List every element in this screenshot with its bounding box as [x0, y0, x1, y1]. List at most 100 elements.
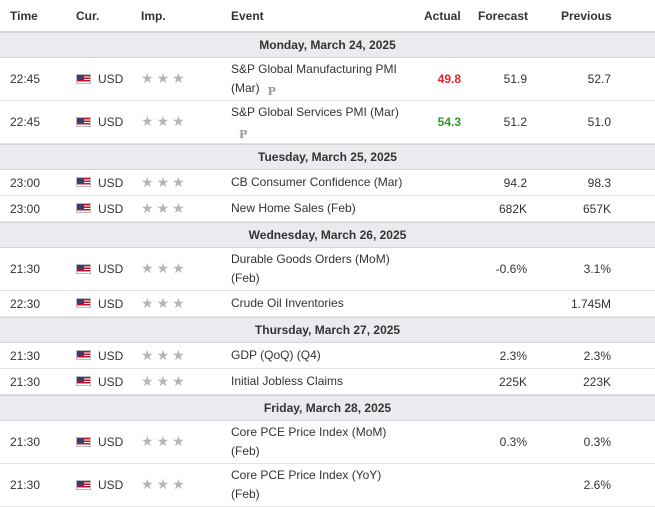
event-row[interactable]: 23:00 USD ★ ★ ★ New Home Sales (Feb) 682K 657K — [0, 196, 655, 222]
event-row[interactable]: 21:30 USD ★ ★ ★ Durable Goods Orders (MoM) (Fe… — [0, 248, 655, 291]
day-header: Tuesday, March 25, 2025 — [0, 144, 655, 170]
previous-value: 657K — [582, 202, 611, 216]
event-title[interactable]: GDP (QoQ) (Q4) — [231, 346, 321, 365]
star-icon: ★ — [156, 295, 170, 311]
star-icon: ★ — [156, 113, 170, 129]
event-currency: USD — [98, 115, 124, 129]
event-currency: USD — [98, 72, 124, 86]
event-period: (Feb) — [231, 271, 260, 285]
star-icon: ★ — [172, 295, 185, 311]
star-icon: ★ — [156, 174, 170, 190]
forecast-value: 0.3% — [499, 435, 527, 449]
event-title[interactable]: Initial Jobless Claims — [231, 372, 343, 391]
event-title[interactable]: Durable Goods Orders (MoM) (Feb) — [231, 250, 411, 288]
event-name: Durable Goods Orders (MoM) — [231, 252, 390, 266]
event-title[interactable]: CB Consumer Confidence (Mar) — [231, 173, 402, 192]
us-flag-icon — [76, 480, 91, 490]
forecast-value: 225K — [498, 375, 527, 389]
event-name: Initial Jobless Claims — [231, 374, 344, 388]
star-icon: ★ — [156, 347, 170, 363]
event-row[interactable]: 21:30 USD ★ ★ ★ GDP (QoQ) (Q4) 2.3% 2.3% — [0, 343, 655, 369]
event-time: 21:30 — [10, 435, 41, 449]
event-row[interactable]: 22:30 USD ★ ★ ★ Crude Oil Inventories 1.745M — [0, 291, 655, 317]
event-currency: USD — [98, 375, 124, 389]
star-icon: ★ — [172, 347, 185, 363]
us-flag-icon — [76, 74, 91, 84]
event-time: 21:30 — [10, 262, 41, 276]
star-icon: ★ — [172, 373, 185, 389]
previous-value: 0.3% — [583, 435, 611, 449]
forecast-value: 682K — [498, 202, 527, 216]
event-name: CB Consumer Confidence (Mar) — [231, 175, 403, 189]
star-icon: ★ — [141, 476, 154, 492]
us-flag-icon — [76, 298, 91, 308]
importance-stars: ★ ★ ★ — [141, 434, 185, 448]
star-icon: ★ — [141, 70, 154, 86]
event-time: 23:00 — [10, 202, 41, 216]
event-time: 21:30 — [10, 478, 41, 492]
forecast-value: 51.9 — [503, 72, 527, 86]
event-currency: USD — [98, 262, 124, 276]
previous-value: 52.7 — [587, 72, 611, 86]
header-forecast[interactable]: Forecast — [478, 9, 529, 23]
day-header: Thursday, March 27, 2025 — [0, 317, 655, 343]
event-row[interactable]: 21:30 USD ★ ★ ★ Core PCE Price Index (MoM) (Fe… — [0, 421, 655, 464]
forecast-value: -0.6% — [495, 262, 527, 276]
preliminary-icon: P — [239, 128, 248, 141]
star-icon: ★ — [141, 433, 154, 449]
event-title[interactable]: Core PCE Price Index (MoM) (Feb) — [231, 423, 411, 461]
event-row[interactable]: 21:30 USD ★ ★ ★ Initial Jobless Claims 225K 223… — [0, 369, 655, 395]
star-icon: ★ — [172, 260, 185, 276]
event-title[interactable]: Crude Oil Inventories — [231, 294, 344, 313]
event-currency: USD — [98, 202, 124, 216]
preliminary-icon: P — [267, 85, 276, 98]
actual-value: 54.3 — [437, 115, 461, 129]
star-icon: ★ — [172, 476, 185, 492]
event-title[interactable]: New Home Sales (Feb) — [231, 199, 356, 218]
event-title[interactable]: S&P Global Manufacturing PMI (Mar) P — [231, 60, 411, 101]
importance-stars: ★ ★ ★ — [141, 348, 185, 362]
star-icon: ★ — [156, 260, 170, 276]
header-event[interactable]: Event — [231, 9, 264, 23]
star-icon: ★ — [141, 347, 154, 363]
importance-stars: ★ ★ ★ — [141, 477, 185, 491]
event-name: S&P Global Manufacturing PMI — [231, 62, 397, 76]
star-icon: ★ — [141, 373, 154, 389]
us-flag-icon — [76, 117, 91, 127]
importance-stars: ★ ★ ★ — [141, 114, 185, 128]
day-header: Monday, March 24, 2025 — [0, 32, 655, 58]
event-currency: USD — [98, 297, 124, 311]
event-time: 21:30 — [10, 375, 41, 389]
star-icon: ★ — [156, 373, 170, 389]
previous-value: 1.745M — [570, 297, 611, 311]
star-icon: ★ — [172, 113, 185, 129]
header-previous[interactable]: Previous — [561, 9, 612, 23]
us-flag-icon — [76, 177, 91, 187]
event-row[interactable]: 22:45 USD ★ ★ ★ S&P Global Manufacturing PMI(… — [0, 58, 655, 101]
forecast-value: 94.2 — [503, 176, 527, 190]
event-title[interactable]: S&P Global Services PMI (Mar) P — [231, 103, 411, 144]
header-importance[interactable]: Imp. — [141, 9, 166, 23]
event-row[interactable]: 22:45 USD ★ ★ ★ S&P Global Services PMI (Mar)… — [0, 101, 655, 144]
table-header: Time Cur. Imp. Event Actual Forecast Pre… — [0, 0, 655, 32]
star-icon: ★ — [141, 295, 154, 311]
us-flag-icon — [76, 350, 91, 360]
event-period: (Mar) — [231, 81, 260, 95]
previous-value: 3.1% — [583, 262, 611, 276]
importance-stars: ★ ★ ★ — [141, 201, 185, 215]
star-icon: ★ — [156, 476, 170, 492]
header-currency[interactable]: Cur. — [76, 9, 100, 23]
event-row[interactable]: 23:00 USD ★ ★ ★ CB Consumer Confidence (Mar) 9… — [0, 170, 655, 196]
event-row[interactable]: 21:30 USD ★ ★ ★ Core PCE Price Index (YoY) (Fe… — [0, 464, 655, 507]
header-time[interactable]: Time — [10, 9, 38, 23]
star-icon: ★ — [156, 70, 170, 86]
event-title[interactable]: Core PCE Price Index (YoY) (Feb) — [231, 466, 411, 504]
previous-value: 2.3% — [583, 349, 611, 363]
event-time: 22:45 — [10, 115, 41, 129]
star-icon: ★ — [172, 433, 185, 449]
day-header: Friday, March 28, 2025 — [0, 395, 655, 421]
previous-value: 98.3 — [587, 176, 611, 190]
star-icon: ★ — [156, 200, 170, 216]
header-actual[interactable]: Actual — [424, 9, 461, 23]
